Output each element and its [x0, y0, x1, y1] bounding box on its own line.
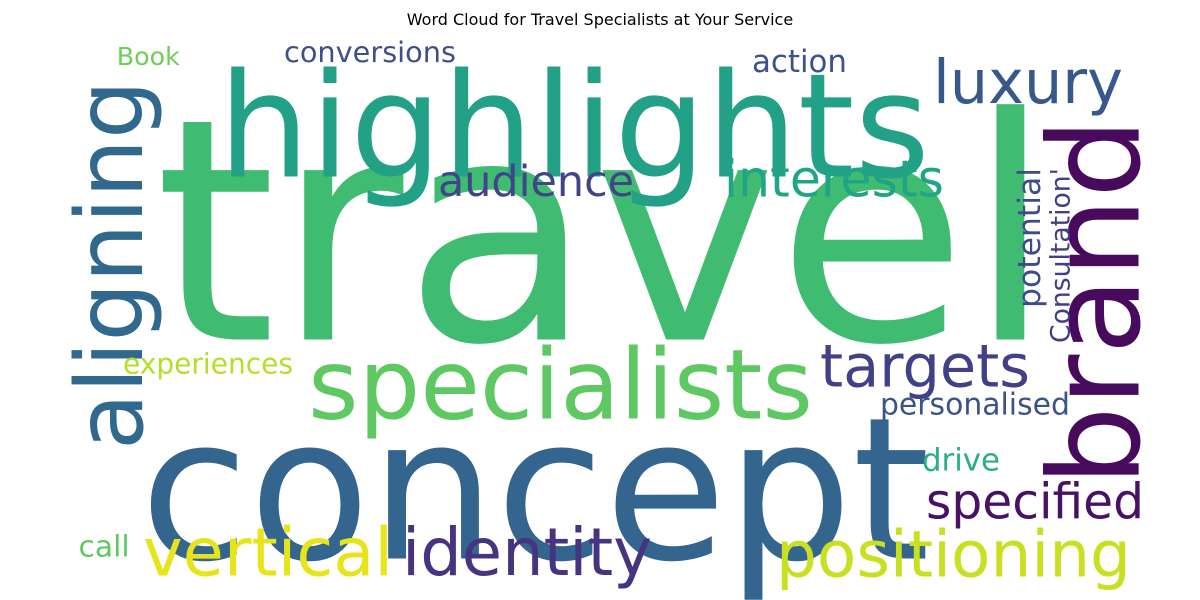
word-identity: identity [402, 515, 652, 591]
word-aligning: aligning [56, 80, 164, 450]
word-interests: interests [724, 150, 944, 209]
word-specialists: specialists [308, 329, 813, 442]
word-targets: targets [820, 332, 1030, 401]
word-experiences: experiences [123, 348, 293, 381]
word-brand: brand [1022, 118, 1169, 486]
word-audience: audience [438, 157, 634, 207]
word-drive: drive [922, 443, 1000, 479]
word-vertical: vertical [143, 514, 393, 592]
word-potential: potential [1012, 168, 1048, 308]
word-positioning: positioning [776, 518, 1131, 593]
chart-title: Word Cloud for Travel Specialists at You… [406, 10, 794, 29]
word-luxury: luxury [933, 48, 1123, 118]
word-call: call [79, 530, 130, 565]
word-action: action [752, 44, 847, 80]
word-consultation: Consultation' [1046, 168, 1077, 343]
word-personalised: personalised [880, 388, 1070, 423]
word-specified: specified [926, 475, 1144, 531]
word-conversions: conversions [284, 35, 456, 69]
word-highlights: highlights [218, 44, 930, 212]
word-concept: concept [140, 375, 930, 600]
word-book: Book [117, 42, 180, 71]
word-travel: travel [155, 53, 1054, 414]
